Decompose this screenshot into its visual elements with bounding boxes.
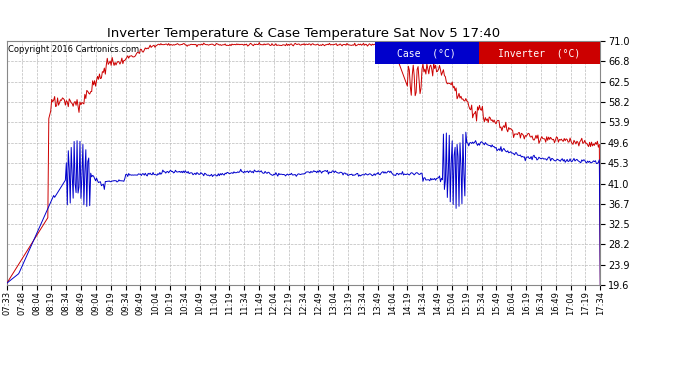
Text: Case  (°C): Case (°C) [397,48,456,58]
Bar [479,42,600,64]
Bar [375,42,479,64]
Title: Inverter Temperature & Case Temperature Sat Nov 5 17:40: Inverter Temperature & Case Temperature … [107,27,500,40]
Text: Copyright 2016 Cartronics.com: Copyright 2016 Cartronics.com [8,45,139,54]
Text: Inverter  (°C): Inverter (°C) [498,48,580,58]
